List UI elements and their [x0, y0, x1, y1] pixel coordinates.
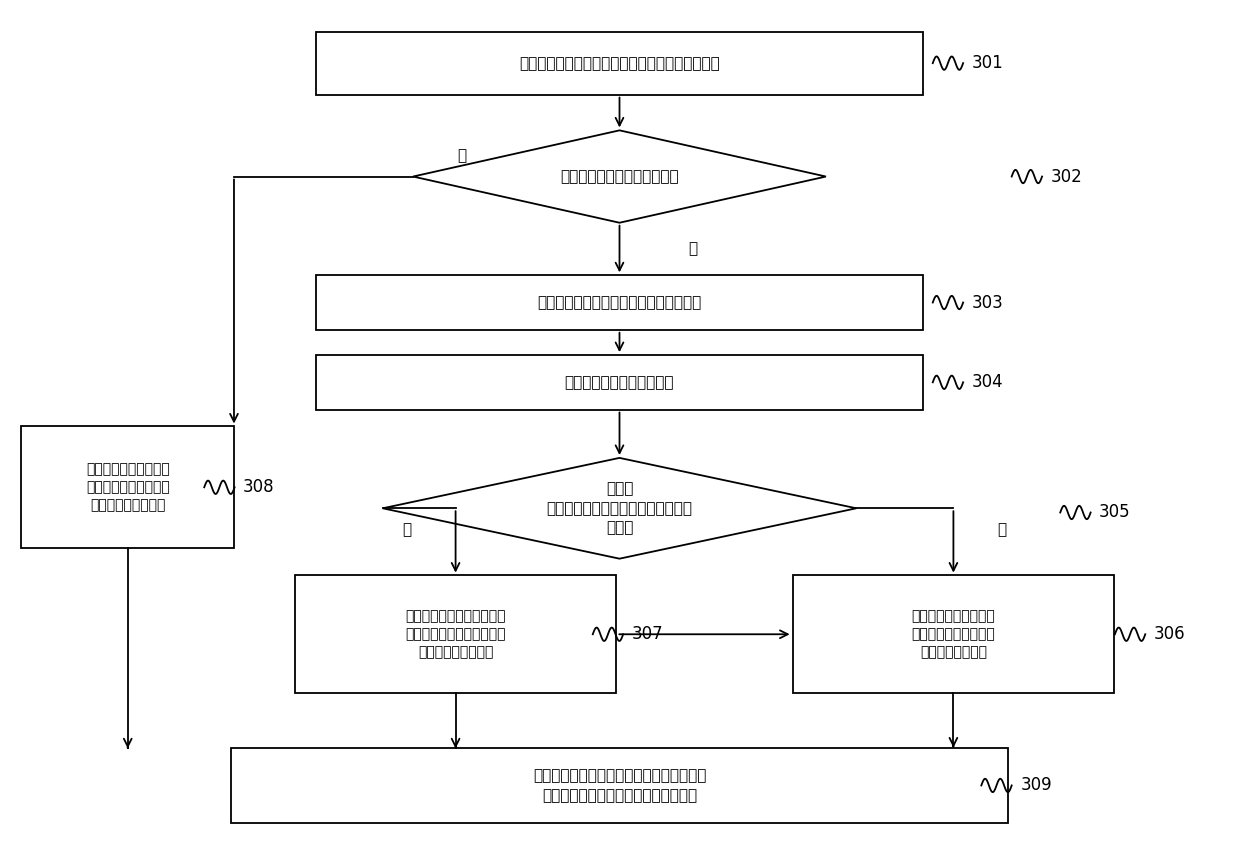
Polygon shape [383, 458, 856, 559]
Text: 309: 309 [1020, 776, 1052, 794]
Text: 减小第一制动力矩，以使实
际可用第一制动力矩大于或
者等于第一制动力矩: 减小第一制动力矩，以使实 际可用第一制动力矩大于或 者等于第一制动力矩 [405, 608, 506, 660]
Text: 判断实
际可用第一制动力矩是否小于第一制
动力矩: 判断实 际可用第一制动力矩是否小于第一制 动力矩 [546, 481, 693, 536]
Text: 判断是否触发防抱死制动系统: 判断是否触发防抱死制动系统 [560, 169, 679, 184]
Text: 将需求制动力矩和第一
制动力矩作差，将差值
作为第二制动力矩: 将需求制动力矩和第一 制动力矩作差，将差值 作为第二制动力矩 [912, 608, 995, 660]
Text: 获取实际可用第一制动力矩: 获取实际可用第一制动力矩 [565, 375, 674, 390]
Bar [316, 32, 923, 94]
Bar [793, 576, 1114, 693]
Text: 304: 304 [971, 374, 1004, 392]
Text: 否: 否 [457, 148, 466, 163]
Text: 否: 否 [997, 522, 1006, 536]
Polygon shape [413, 130, 826, 223]
Text: 303: 303 [971, 293, 1004, 312]
Text: 307: 307 [632, 626, 663, 644]
Bar [230, 747, 1009, 824]
Text: 306: 306 [1154, 626, 1186, 644]
Text: 302: 302 [1051, 167, 1083, 186]
Text: 获取制动信号，并根据制动信号计算需求制动力矩: 获取制动信号，并根据制动信号计算需求制动力矩 [519, 56, 720, 70]
Bar [21, 427, 234, 548]
Text: 308: 308 [243, 478, 275, 496]
Text: 根据防抱死制动工况，计算第一制动力矩: 根据防抱死制动工况，计算第一制动力矩 [538, 295, 701, 310]
Text: 301: 301 [971, 54, 1004, 72]
Text: 是: 是 [688, 242, 696, 256]
Bar [316, 275, 923, 330]
Text: 根据需求制动力矩及当
前工况，分配基础制动
力矩及再生制动力矩: 根据需求制动力矩及当 前工况，分配基础制动 力矩及再生制动力矩 [85, 462, 170, 512]
Bar [295, 576, 617, 693]
Bar [316, 355, 923, 410]
Text: 305: 305 [1099, 503, 1131, 522]
Text: 是: 是 [403, 522, 411, 536]
Text: 控制电子机械制动系统形成基础制动力矩，
并控制再生制动系统形成再生制动力矩: 控制电子机械制动系统形成基础制动力矩， 并控制再生制动系统形成再生制动力矩 [533, 768, 706, 803]
